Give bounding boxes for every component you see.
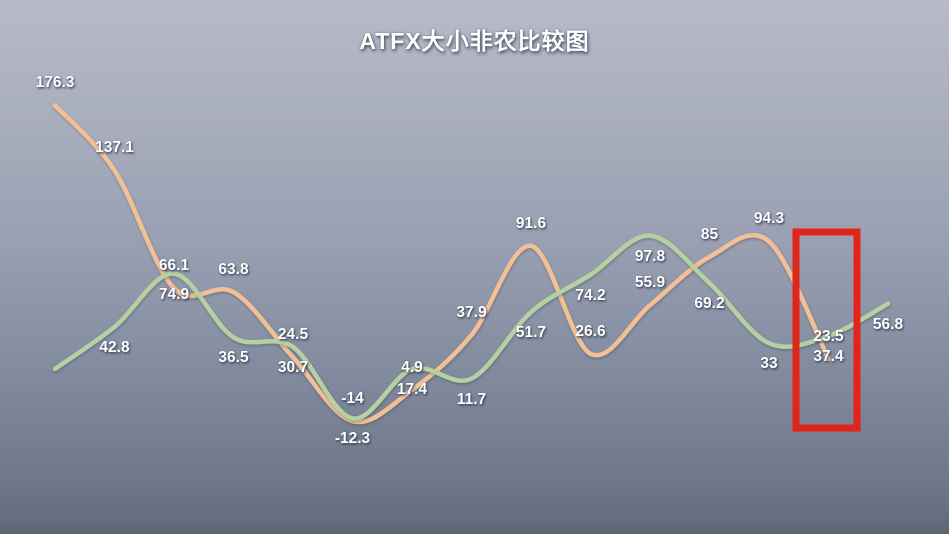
data-label-green-line: 11.7 bbox=[456, 390, 487, 408]
data-label-orange-line: 85 bbox=[700, 225, 719, 243]
chart-title: ATFX大小非农比较图 bbox=[359, 28, 590, 54]
data-label-green-line: 97.8 bbox=[634, 247, 666, 265]
data-label-green-line: 51.7 bbox=[515, 324, 547, 342]
data-label-orange-line: 37.9 bbox=[456, 304, 487, 322]
data-label-green-line: 56.8 bbox=[872, 315, 904, 333]
data-label-green-line: 33 bbox=[760, 355, 778, 373]
data-label-orange-line: 24.5 bbox=[277, 326, 309, 344]
data-label-green-line: 30.7 bbox=[277, 359, 309, 377]
data-label-green-line: 69.2 bbox=[694, 295, 725, 313]
data-label-orange-line: 63.8 bbox=[218, 261, 249, 279]
highlight-box bbox=[792, 228, 861, 432]
green-line bbox=[52, 233, 891, 421]
data-label-orange-line: -14 bbox=[341, 390, 364, 408]
data-label-green-line: 36.5 bbox=[218, 349, 249, 367]
data-label-green-line: 42.8 bbox=[99, 338, 130, 356]
data-label-green-line: 74.2 bbox=[575, 286, 606, 304]
data-label-orange-line: 23.5 bbox=[813, 327, 844, 345]
data-label-orange-line: 137.1 bbox=[95, 139, 134, 157]
data-label-orange-line: 4.9 bbox=[401, 358, 423, 376]
data-label-orange-line: 176.3 bbox=[35, 74, 75, 92]
orange-line bbox=[52, 103, 831, 425]
data-label-green-line: 37.4 bbox=[813, 347, 844, 365]
data-label-orange-line: 26.6 bbox=[575, 322, 606, 340]
data-label-orange-line: 66.1 bbox=[158, 257, 190, 275]
data-label-orange-line: 91.6 bbox=[515, 214, 547, 232]
series-paths bbox=[52, 103, 891, 425]
data-label-green-line: 74.9 bbox=[158, 285, 190, 303]
data-label-orange-line: 94.3 bbox=[753, 210, 785, 228]
data-label-green-line: -12.3 bbox=[334, 430, 371, 448]
data-label-green-line: 17.4 bbox=[396, 381, 428, 399]
data-label-orange-line: 55.9 bbox=[634, 274, 666, 292]
